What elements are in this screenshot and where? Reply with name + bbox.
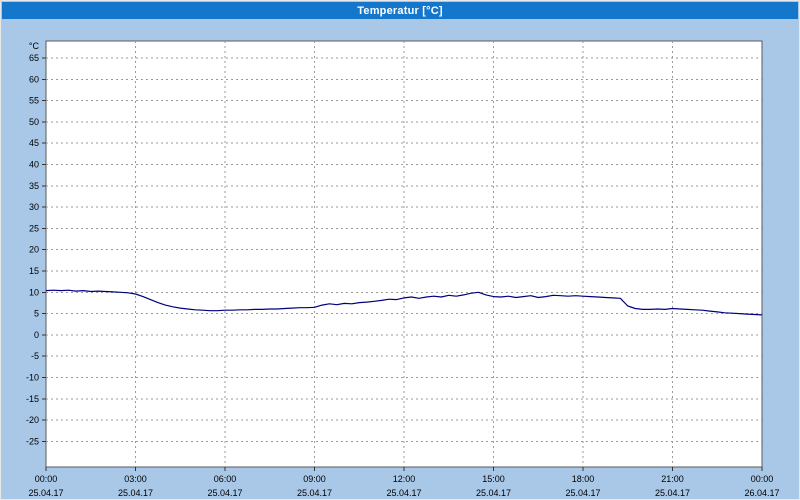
svg-text:18:00: 18:00 <box>572 474 595 484</box>
svg-text:20: 20 <box>29 245 39 255</box>
svg-text:10: 10 <box>29 287 39 297</box>
svg-text:25.04.17: 25.04.17 <box>28 488 63 498</box>
svg-text:45: 45 <box>29 138 39 148</box>
svg-text:25: 25 <box>29 223 39 233</box>
svg-text:40: 40 <box>29 160 39 170</box>
svg-text:15:00: 15:00 <box>482 474 505 484</box>
svg-text:12:00: 12:00 <box>393 474 416 484</box>
svg-text:25.04.17: 25.04.17 <box>207 488 242 498</box>
svg-text:26.04.17: 26.04.17 <box>744 488 779 498</box>
svg-text:65: 65 <box>29 53 39 63</box>
svg-text:°C: °C <box>29 41 40 51</box>
svg-text:25.04.17: 25.04.17 <box>476 488 511 498</box>
svg-text:25.04.17: 25.04.17 <box>386 488 421 498</box>
svg-text:21:00: 21:00 <box>661 474 684 484</box>
window-title-bar: Temperatur [°C] <box>2 2 798 19</box>
svg-text:35: 35 <box>29 181 39 191</box>
svg-text:60: 60 <box>29 74 39 84</box>
svg-text:-5: -5 <box>31 351 39 361</box>
svg-text:-25: -25 <box>26 436 39 446</box>
svg-text:15: 15 <box>29 266 39 276</box>
svg-text:25.04.17: 25.04.17 <box>118 488 153 498</box>
svg-text:25.04.17: 25.04.17 <box>565 488 600 498</box>
svg-text:09:00: 09:00 <box>303 474 326 484</box>
svg-text:00:00: 00:00 <box>751 474 774 484</box>
svg-text:-15: -15 <box>26 394 39 404</box>
svg-text:-20: -20 <box>26 415 39 425</box>
window-title: Temperatur [°C] <box>357 4 443 17</box>
svg-text:5: 5 <box>34 309 39 319</box>
svg-text:03:00: 03:00 <box>124 474 147 484</box>
svg-text:55: 55 <box>29 96 39 106</box>
svg-text:30: 30 <box>29 202 39 212</box>
svg-text:25.04.17: 25.04.17 <box>655 488 690 498</box>
svg-text:00:00: 00:00 <box>35 474 58 484</box>
svg-text:25.04.17: 25.04.17 <box>297 488 332 498</box>
svg-text:0: 0 <box>34 330 39 340</box>
svg-text:-10: -10 <box>26 373 39 383</box>
svg-text:06:00: 06:00 <box>214 474 237 484</box>
svg-text:50: 50 <box>29 117 39 127</box>
